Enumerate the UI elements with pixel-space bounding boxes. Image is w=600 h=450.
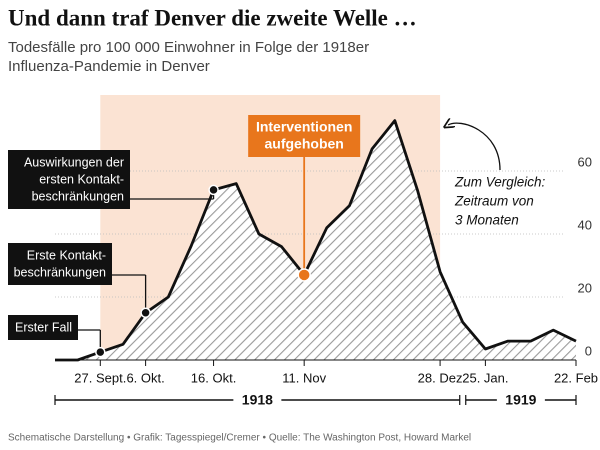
x-tick-label: 27. Sept. (74, 370, 126, 385)
annotation-box (8, 150, 130, 209)
x-tick-label: 25. Jan. (462, 370, 508, 385)
year-bg (496, 391, 545, 409)
x-tick-label: 16. Okt. (191, 370, 237, 385)
subtitle: Influenza-Pandemie in Denver (8, 58, 210, 75)
marker (297, 268, 311, 282)
marker (208, 184, 219, 196)
marker (140, 307, 151, 318)
annotation-text: Erste Kontakt- (27, 248, 106, 262)
annotation-text: beschränkungen (32, 189, 124, 203)
annotation-box (248, 115, 361, 157)
annotation-box (8, 243, 112, 285)
y-tick-label: 20 (578, 280, 592, 295)
annotation-text: beschränkungen (14, 265, 106, 279)
line (55, 119, 577, 362)
annotation-text: ersten Kontakt- (39, 172, 124, 186)
subtitle: Todesfälle pro 100 000 Einwohner in Folg… (8, 39, 369, 56)
annotation-text: Auswirkungen der (24, 155, 124, 169)
y-tick-label: 40 (578, 217, 592, 232)
y-tick-label: 60 (578, 154, 592, 169)
comparison-note: Zum Vergleich: (454, 175, 546, 190)
area-fill (55, 120, 576, 360)
x-tick-label: 22. Feb (554, 370, 598, 385)
year-label: 1919 (505, 392, 536, 408)
year-bg (233, 391, 282, 409)
x-tick-label: 28. Dez (418, 370, 463, 385)
marker (95, 346, 106, 358)
y-tick-label: 0 (585, 343, 592, 358)
annotation-text: aufgehoben (265, 136, 344, 152)
annotation-text: Erster Fall (15, 320, 72, 334)
annotation-box (8, 315, 78, 340)
footer: Schematische Darstellung • Grafik: Tages… (8, 433, 471, 444)
comparison-arrow (448, 123, 501, 171)
x-tick-label: 6. Okt. (126, 370, 164, 385)
comparison-note: Zeitraum von (454, 194, 534, 209)
annotation-text: Interventionen (256, 119, 352, 135)
comparison-note: 3 Monaten (455, 213, 519, 228)
chart-title: Und dann traf Denver die zweite Welle … (8, 5, 417, 30)
year-label: 1918 (242, 392, 273, 408)
x-tick-label: 11. Nov (282, 370, 326, 385)
